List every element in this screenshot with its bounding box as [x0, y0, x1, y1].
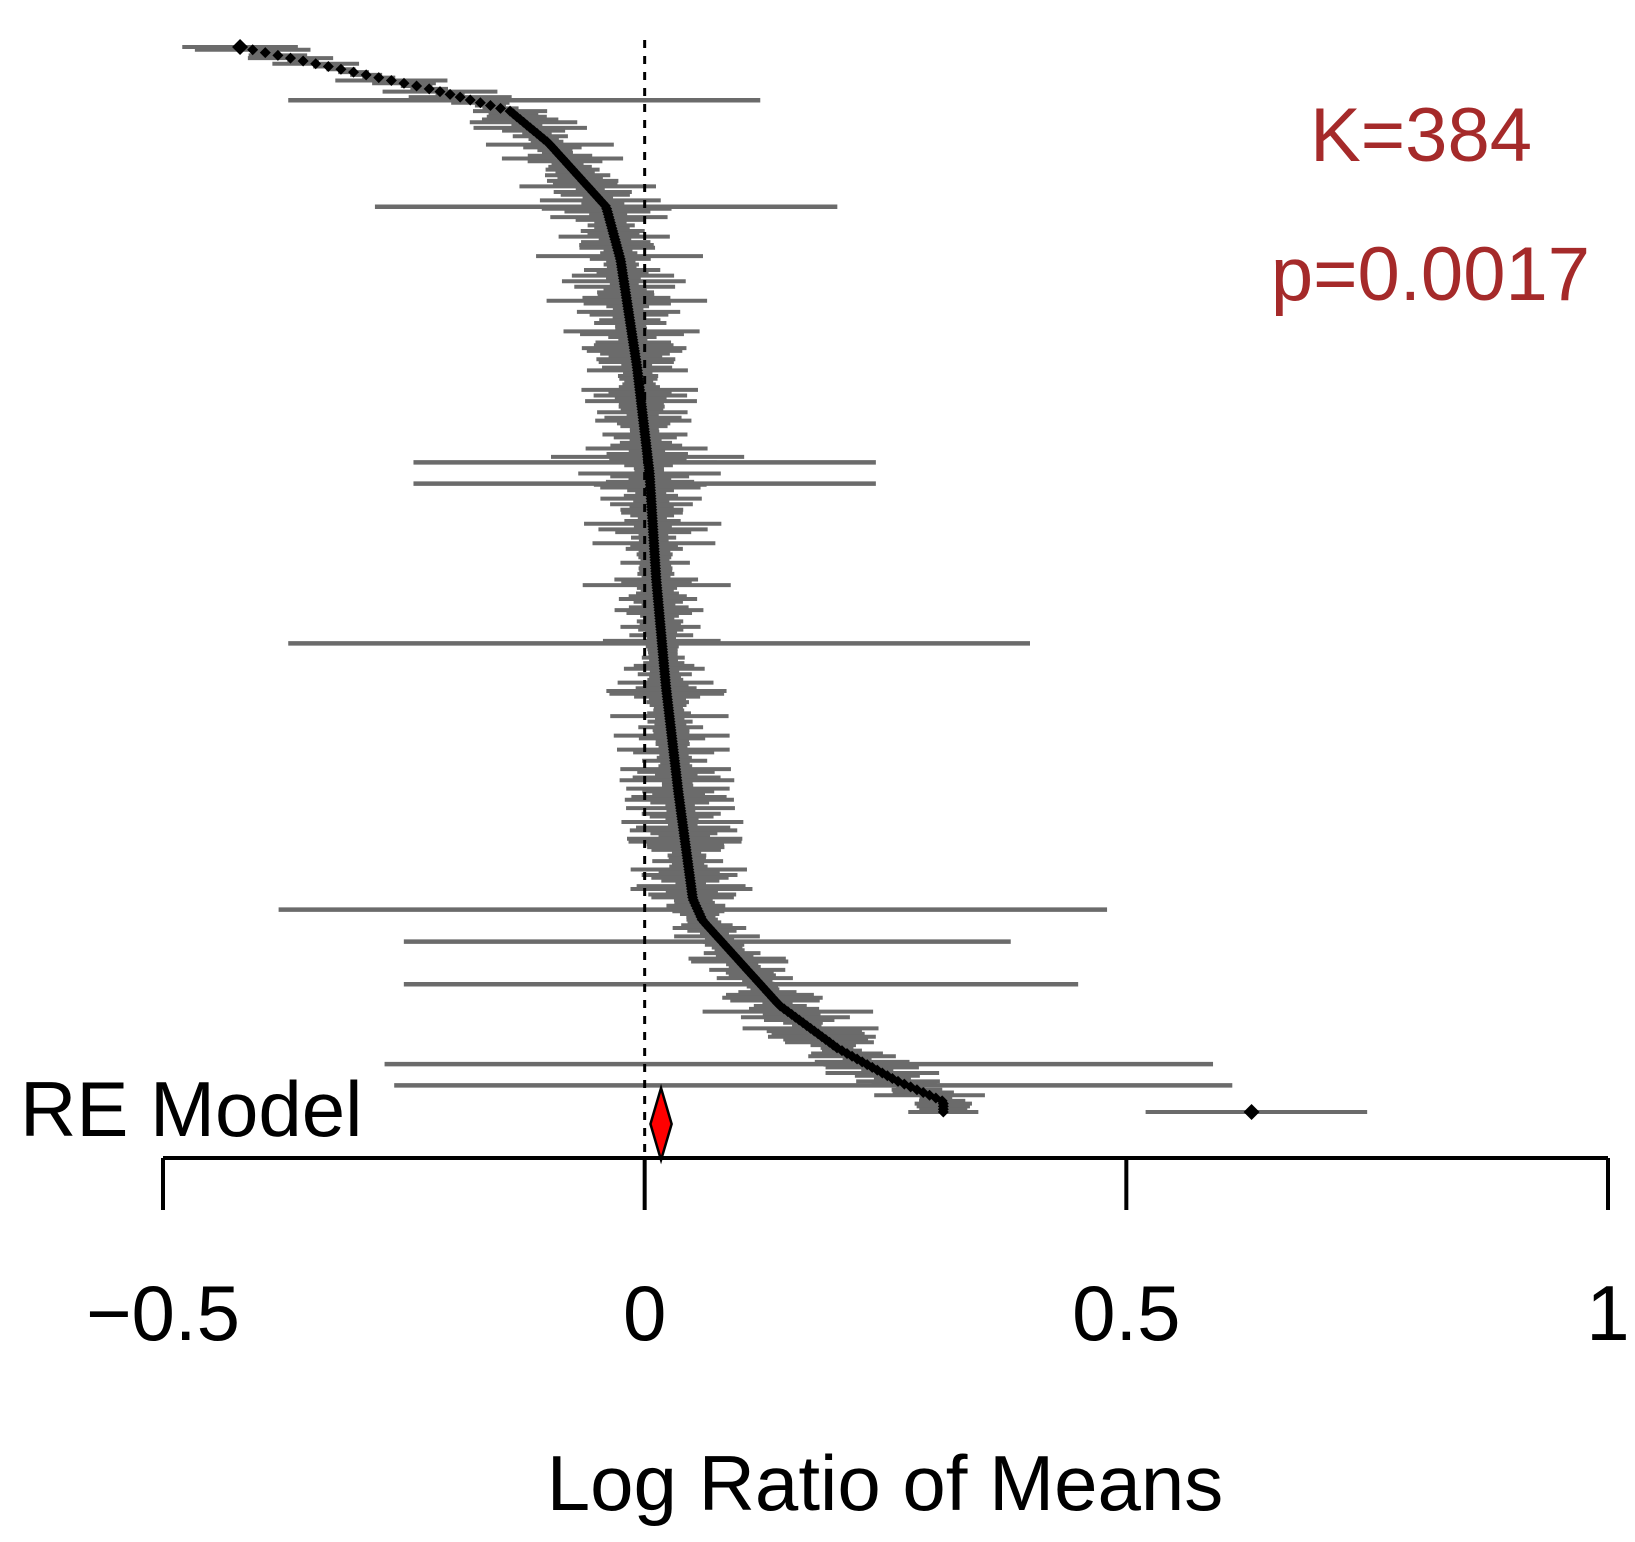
x-tick-label: 0	[623, 1269, 666, 1357]
study-estimate	[434, 86, 446, 98]
study-estimate	[385, 74, 397, 86]
study-estimate-extreme	[1243, 1104, 1260, 1120]
study-estimate	[398, 77, 410, 89]
study-estimate	[423, 83, 435, 95]
study-estimate	[484, 100, 496, 112]
study-estimate	[444, 88, 456, 100]
x-tick-label: 1	[1586, 1269, 1629, 1357]
pooled-estimate-diamond	[649, 1083, 673, 1165]
x-tick-label: −0.5	[86, 1269, 240, 1357]
study-estimate	[937, 1106, 949, 1118]
study-estimate	[335, 63, 347, 75]
study-estimate	[247, 44, 259, 56]
study-estimate-extreme	[232, 39, 249, 55]
study-estimate	[259, 47, 271, 59]
study-estimate	[285, 52, 297, 64]
study-estimate	[310, 58, 322, 70]
ci-layer	[182, 45, 1368, 1114]
study-estimate	[797, 1017, 809, 1029]
x-axis: −0.5 0 0.5 1	[86, 1156, 1630, 1357]
study-estimate	[272, 49, 284, 61]
x-tick-label: 0.5	[1072, 1269, 1180, 1357]
study-estimate	[297, 55, 309, 67]
study-estimate	[464, 94, 476, 106]
x-axis-title: Log Ratio of Means	[547, 1439, 1223, 1527]
study-estimate	[411, 80, 423, 92]
re-model-label: RE Model	[20, 1065, 362, 1153]
pooled-layer	[649, 1083, 673, 1165]
study-estimate	[360, 69, 372, 81]
study-estimate	[322, 61, 334, 73]
study-estimate	[454, 91, 466, 103]
estimate-layer	[232, 39, 1260, 1120]
study-estimate	[348, 66, 360, 78]
num-studies-label: K=384	[1310, 93, 1532, 178]
p-value-label: p=0.0017	[1271, 232, 1590, 317]
study-estimate	[793, 1014, 805, 1026]
study-estimate	[474, 97, 486, 109]
study-estimate	[373, 72, 385, 84]
study-estimate	[495, 102, 507, 114]
